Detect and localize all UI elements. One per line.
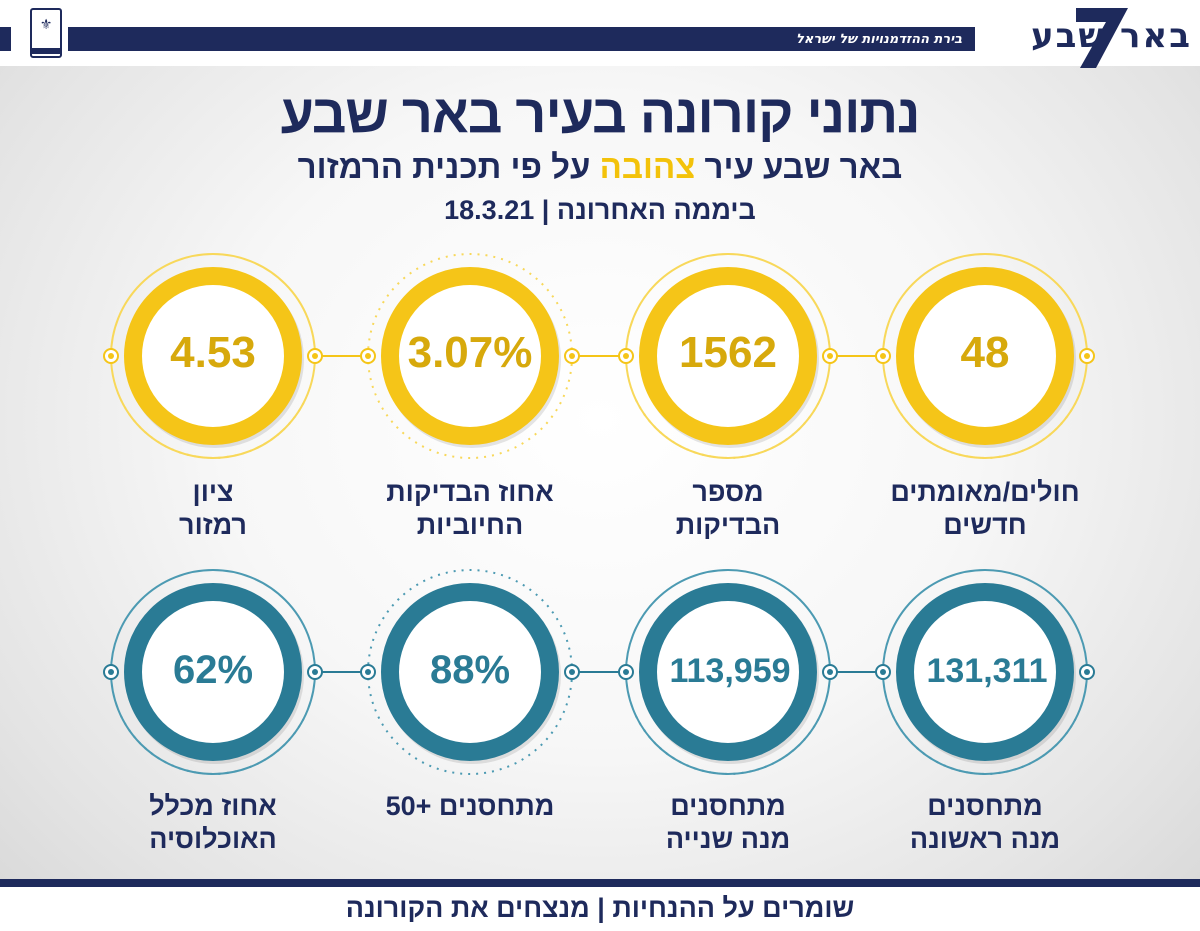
dateline-label: ביממה האחרונה <box>556 195 756 225</box>
stat-label-second-dose: מתחסנים מנה שנייה <box>608 790 848 856</box>
label-line: חולים/מאומתים <box>890 477 1080 507</box>
dateline-date: 18.3.21 <box>444 195 535 225</box>
stat-value-new-cases: 48 <box>960 328 1010 377</box>
node-dot-inner <box>1084 353 1090 359</box>
stat-value-first-dose: 131,311 <box>926 652 1048 690</box>
node-dot-inner <box>569 353 575 359</box>
stat-label-new-cases: חולים/מאומתים חדשים <box>865 476 1105 542</box>
node-dot-inner <box>880 353 886 359</box>
label-line: מתחסנים +50 <box>385 791 555 821</box>
header-stripe-left <box>0 27 11 51</box>
stat-value-vaccinated-50plus: 88% <box>429 648 511 692</box>
label-line: אחוז הבדיקות <box>386 477 554 507</box>
logo-seven-icon <box>1076 8 1128 68</box>
label-line: הבדיקות <box>675 510 781 540</box>
stat-value-traffic-score: 4.53 <box>170 328 256 377</box>
header-tagline: בירת ההזדמנויות של ישראל <box>796 32 962 47</box>
stat-label-traffic-score: ציון רמזור <box>93 476 333 542</box>
main-ring <box>381 267 559 445</box>
subtitle-part1: באר שבע עיר <box>704 148 903 185</box>
node-dot-inner <box>365 353 371 359</box>
city-emblem-icon: ⚜ <box>30 8 62 58</box>
stat-label-population-percent: אחוז מכלל האוכלוסיה <box>93 790 333 856</box>
node-dot-inner <box>1084 669 1090 675</box>
node-dot-inner <box>569 669 575 675</box>
dotted-arc <box>892 399 1078 459</box>
stat-label-positive-rate: אחוז הבדיקות החיוביות <box>350 476 590 542</box>
dotted-arc <box>120 715 306 775</box>
label-line: האוכלוסיה <box>149 824 277 854</box>
footer-stripe <box>0 879 1200 887</box>
node-dot-inner <box>108 353 114 359</box>
node-dot-inner <box>312 669 318 675</box>
stat-value-positive-rate: 3.07% <box>407 328 533 377</box>
stat-label-tests: מספר הבדיקות <box>608 476 848 542</box>
main-ring <box>124 583 302 761</box>
dotted-arc <box>635 399 821 459</box>
label-line: מתחסנים <box>670 791 786 821</box>
label-line: רמזור <box>179 510 247 540</box>
stat-label-first-dose: מתחסנים מנה ראשונה <box>865 790 1105 856</box>
main-ring <box>639 267 817 445</box>
dateline: ביממה האחרונה | 18.3.21 <box>0 195 1200 226</box>
main-ring <box>639 583 817 761</box>
label-line: אחוז מכלל <box>149 791 277 821</box>
city-logo-text: באר שבע <box>1031 16 1192 56</box>
stat-value-second-dose: 113,959 <box>669 652 791 690</box>
dateline-separator: | <box>541 195 550 225</box>
subtitle-highlight: צהובה <box>599 148 696 185</box>
main-ring <box>896 267 1074 445</box>
page-subtitle: באר שבע עיר צהובה על פי תכנית הרמזור <box>0 148 1200 186</box>
label-line: מנה ראשונה <box>909 824 1061 854</box>
stat-value-tests: 1562 <box>679 328 777 377</box>
label-line: החיוביות <box>416 510 524 540</box>
node-dot-inner <box>108 669 114 675</box>
label-line: מתחסנים <box>927 791 1043 821</box>
main-ring <box>896 583 1074 761</box>
node-dot-inner <box>623 353 629 359</box>
stat-label-vaccinated-50plus: מתחסנים +50 <box>350 790 590 823</box>
node-dot-inner <box>880 669 886 675</box>
dotted-arc <box>635 715 821 775</box>
page-title: נתוני קורונה בעיר באר שבע <box>280 84 921 144</box>
node-dot-inner <box>827 353 833 359</box>
main-ring <box>381 583 559 761</box>
dotted-arc <box>892 715 1078 775</box>
node-dot-inner <box>827 669 833 675</box>
node-dot-inner <box>312 353 318 359</box>
node-dot-inner <box>365 669 371 675</box>
dotted-arc <box>120 399 306 459</box>
label-line: מספר <box>692 477 764 507</box>
label-line: מנה שנייה <box>665 824 791 854</box>
node-dot-inner <box>623 669 629 675</box>
subtitle-part2: על פי תכנית הרמזור <box>297 148 591 185</box>
label-line: ציון <box>192 477 234 507</box>
main-ring <box>124 267 302 445</box>
stat-value-population-percent: 62% <box>172 648 254 692</box>
header-stripe <box>68 27 975 51</box>
label-line: חדשים <box>943 510 1027 540</box>
footer-slogan: שומרים על ההנחיות | מנצחים את הקורונה <box>0 887 1200 931</box>
header-bar: בירת ההזדמנויות של ישראל ⚜ באר שבע <box>0 0 1200 68</box>
